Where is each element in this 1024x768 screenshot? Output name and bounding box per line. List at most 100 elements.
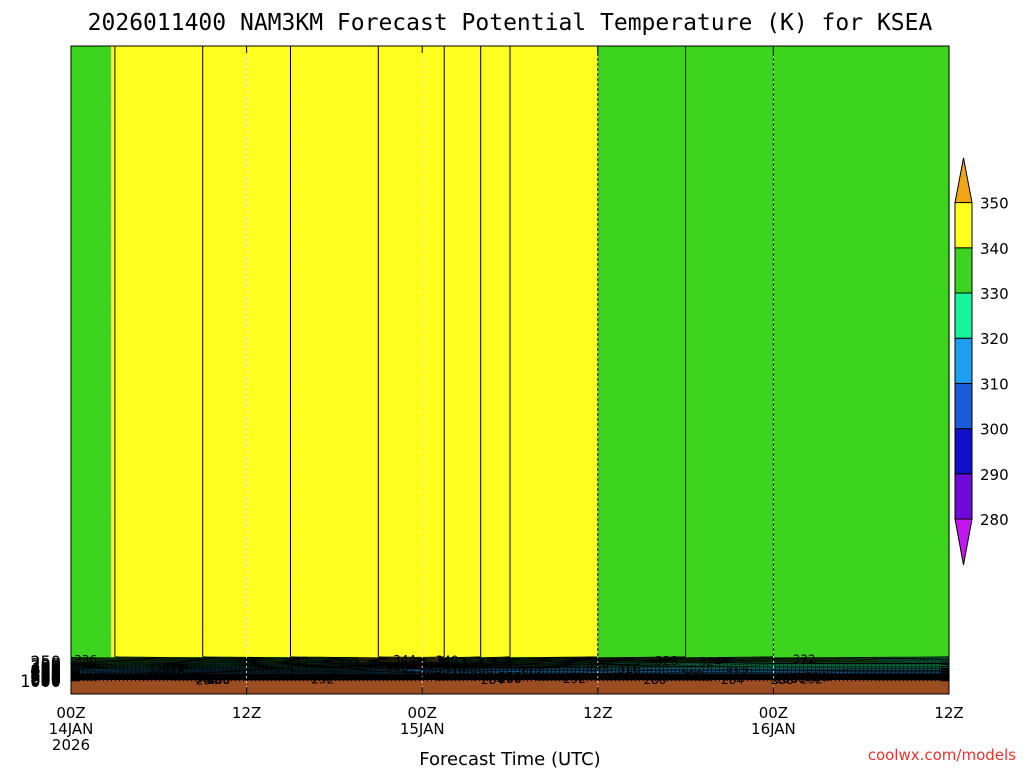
contour-fill-cell	[533, 230, 543, 237]
contour-fill-cell	[773, 178, 782, 185]
contour-fill-cell	[278, 103, 288, 110]
contour-fill-cell	[941, 293, 950, 301]
contour-fill-cell	[533, 288, 543, 295]
contour-fill-cell	[454, 97, 463, 105]
contour-fill-cell	[150, 92, 160, 99]
contour-fill-cell	[390, 120, 399, 128]
contour-fill-cell	[725, 195, 735, 203]
contour-fill-cell	[414, 213, 423, 220]
contour-fill-cell	[797, 224, 806, 232]
contour-fill-cell	[278, 259, 288, 266]
contour-fill-cell	[190, 138, 200, 145]
contour-fill-cell	[541, 57, 551, 64]
contour-fill-cell	[901, 80, 910, 87]
contour-fill-cell	[853, 195, 862, 203]
contour-fill-cell	[621, 57, 631, 64]
contour-fill-cell	[310, 132, 320, 139]
contour-fill-cell	[342, 63, 351, 70]
contour-fill-cell	[142, 155, 152, 162]
contour-fill-cell	[581, 299, 591, 306]
contour-fill-cell	[909, 115, 918, 122]
contour-fill-cell	[118, 97, 128, 105]
contour-fill-cell	[845, 241, 854, 249]
contour-fill-cell	[262, 155, 272, 162]
contour-fill-cell	[342, 201, 351, 208]
contour-fill-cell	[605, 201, 615, 208]
contour-fill-cell	[262, 86, 272, 93]
contour-fill-cell	[166, 138, 176, 145]
contour-fill-cell	[549, 51, 559, 59]
contour-fill-cell	[709, 149, 719, 157]
contour-fill-cell	[446, 97, 455, 105]
contour-fill-cell	[118, 115, 128, 122]
contour-fill-cell	[805, 270, 814, 278]
contour-fill-cell	[821, 80, 830, 87]
contour-fill-cell	[262, 218, 272, 226]
contour-fill-cell	[781, 172, 790, 180]
contour-fill-cell	[334, 51, 343, 59]
contour-fill-cell	[629, 109, 639, 116]
contour-fill-cell	[629, 57, 639, 64]
contour-fill-cell	[446, 293, 455, 301]
contour-fill-cell	[230, 236, 240, 243]
contour-fill-cell	[565, 241, 575, 249]
contour-fill-cell	[741, 46, 751, 53]
contour-fill-cell	[174, 167, 184, 174]
contour-fill-cell	[861, 247, 870, 255]
contour-fill-cell	[517, 115, 527, 122]
contour-fill-cell	[142, 241, 152, 249]
contour-fill-cell	[478, 201, 487, 208]
contour-fill-cell	[925, 149, 934, 157]
contour-fill-cell	[414, 80, 423, 87]
contour-fill-cell	[581, 270, 591, 278]
contour-fill-cell	[262, 190, 272, 197]
contour-fill-cell	[637, 184, 647, 191]
contour-fill-cell	[366, 270, 375, 278]
contour-fill-cell	[270, 195, 280, 203]
contour-fill-cell	[877, 218, 886, 226]
contour-fill-cell	[685, 51, 695, 59]
contour-fill-cell	[821, 224, 830, 232]
contour-fill-cell	[629, 51, 639, 59]
contour-fill-cell	[709, 143, 719, 151]
contour-fill-cell	[669, 265, 679, 272]
contour-fill-cell	[262, 46, 272, 53]
contour-fill-cell	[182, 80, 192, 87]
contour-fill-cell	[661, 103, 671, 110]
contour-fill-cell	[230, 109, 240, 116]
contour-fill-cell	[589, 282, 599, 289]
contour-fill-cell	[917, 270, 926, 278]
contour-fill-cell	[669, 143, 679, 151]
contour-fill-cell	[366, 132, 375, 139]
contour-fill-cell	[486, 57, 495, 64]
contour-fill-cell	[621, 276, 631, 283]
contour-fill-cell	[126, 241, 136, 249]
contour-fill-cell	[733, 270, 743, 278]
contour-fill-cell	[549, 69, 559, 76]
contour-fill-cell	[749, 126, 759, 134]
contour-fill-cell	[765, 138, 774, 145]
contour-fill-cell	[494, 109, 503, 116]
contour-fill-cell	[613, 46, 623, 53]
contour-fill-cell	[581, 201, 591, 208]
contour-fill-cell	[342, 143, 351, 151]
contour-fill-cell	[613, 259, 623, 266]
contour-fill-cell	[134, 109, 144, 116]
contour-fill-cell	[605, 109, 615, 116]
contour-fill-cell	[709, 282, 719, 289]
contour-fill-cell	[805, 161, 814, 168]
contour-fill-cell	[382, 236, 391, 243]
contour-fill-cell	[190, 74, 200, 82]
contour-fill-cell	[613, 224, 623, 232]
contour-fill-cell	[581, 161, 591, 168]
contour-fill-cell	[517, 236, 527, 243]
contour-fill-cell	[366, 149, 375, 157]
contour-fill-cell	[294, 80, 304, 87]
contour-fill-cell	[238, 253, 248, 260]
contour-fill-cell	[222, 115, 232, 122]
contour-fill-cell	[941, 288, 950, 295]
contour-fill-cell	[933, 195, 942, 203]
contour-fill-cell	[709, 299, 719, 306]
contour-fill-cell	[557, 86, 567, 93]
contour-fill-cell	[206, 115, 216, 122]
